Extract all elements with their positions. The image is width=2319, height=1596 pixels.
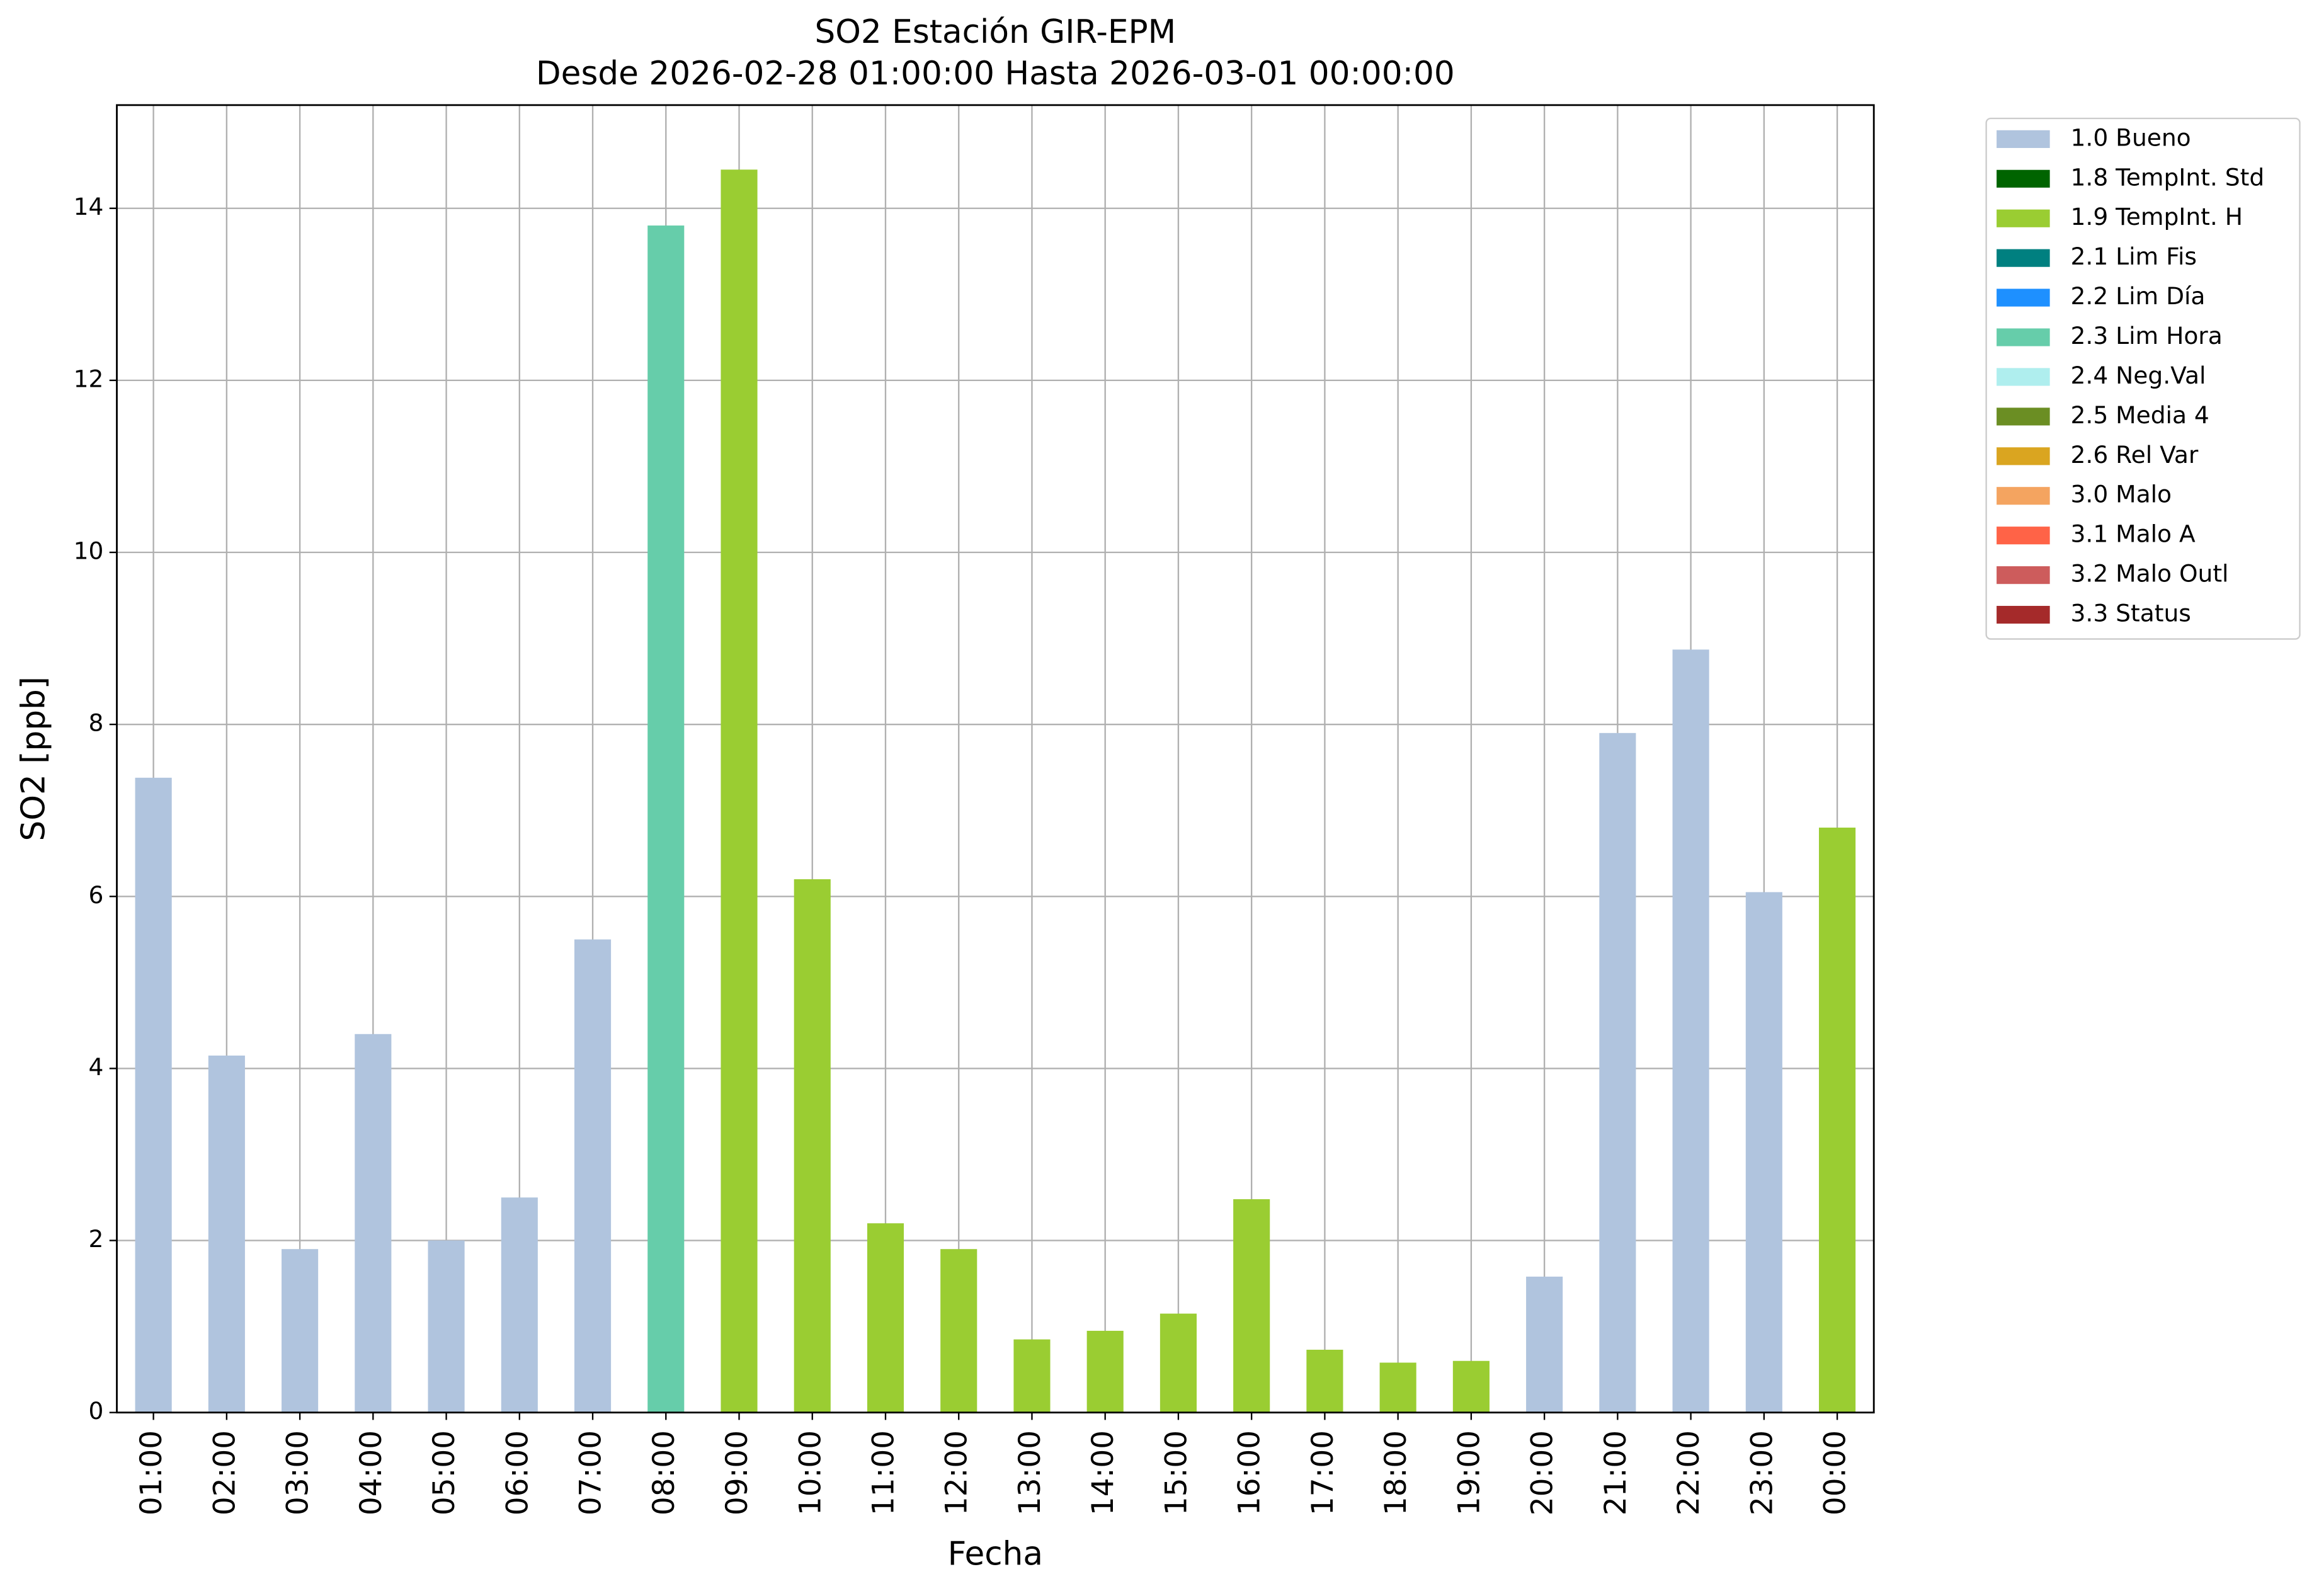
legend-swatch [1997, 130, 2050, 148]
chart-title: SO2 Estación GIR-EPM [814, 13, 1176, 51]
legend-swatch [1997, 527, 2050, 545]
x-tick-label: 03:00 [281, 1430, 316, 1515]
bar [1745, 892, 1782, 1413]
legend-box [1985, 117, 2301, 640]
y-tick-label: 0 [88, 1397, 103, 1425]
y-tick-label: 6 [88, 881, 103, 909]
y-tick-label: 12 [74, 365, 104, 392]
bar [647, 225, 685, 1413]
x-tick-label: 00:00 [1818, 1430, 1853, 1515]
bar [574, 939, 612, 1413]
x-tick-label: 02:00 [207, 1430, 242, 1515]
legend-label: 2.3 Lim Hora [2071, 322, 2223, 350]
legend-label: 3.0 Malo [2071, 481, 2172, 508]
x-tick-label: 07:00 [574, 1430, 608, 1515]
bar [282, 1249, 319, 1413]
x-tick-label: 21:00 [1598, 1430, 1633, 1515]
x-tick-label: 16:00 [1233, 1430, 1267, 1515]
legend-swatch [1997, 408, 2050, 426]
bar [1013, 1339, 1051, 1413]
legend-swatch [1997, 566, 2050, 584]
x-tick-label: 22:00 [1672, 1430, 1706, 1515]
x-tick-label: 04:00 [354, 1430, 389, 1515]
legend-label: 3.1 Malo A [2071, 520, 2196, 548]
legend-label: 2.4 Neg.Val [2071, 362, 2206, 389]
legend-label: 1.9 TempInt. H [2071, 203, 2243, 231]
axes: 0 2 4 6 8 10 12 14 01:00 02:00 03:00 04:00 05:00 06:0… [74, 104, 1875, 1515]
legend-label: 1.8 TempInt. Std [2071, 163, 2265, 191]
bars [135, 169, 1856, 1413]
legend-label: 2.6 Rel Var [2071, 441, 2199, 469]
legend-swatch [1997, 447, 2050, 465]
bar [867, 1223, 904, 1413]
bar [208, 1055, 245, 1413]
y-tick-label: 8 [88, 709, 103, 737]
x-tick-label: 10:00 [793, 1430, 828, 1515]
bar [1526, 1276, 1563, 1413]
x-tick-label: 17:00 [1306, 1430, 1340, 1515]
bar [1599, 732, 1636, 1413]
x-tick-label: 08:00 [647, 1430, 681, 1515]
bar [135, 777, 172, 1413]
bar [940, 1249, 977, 1413]
legend-label: 2.5 Media 4 [2071, 401, 2209, 429]
legend-swatch [1997, 288, 2050, 307]
bar [1306, 1349, 1343, 1413]
legend-swatch [1997, 169, 2050, 188]
plot-frame [116, 104, 1875, 1414]
y-tick-label: 14 [74, 193, 104, 220]
x-tick-label: 01:00 [134, 1430, 169, 1515]
legend-swatch [1997, 328, 2050, 346]
x-tick-label: 11:00 [866, 1430, 901, 1515]
y-tick-label: 4 [88, 1053, 103, 1081]
x-tick-label: 20:00 [1525, 1430, 1560, 1515]
legend-swatch [1997, 605, 2050, 624]
x-tick-label: 23:00 [1745, 1430, 1779, 1515]
bar [355, 1034, 392, 1413]
bar [501, 1197, 538, 1413]
x-tick-label: 18:00 [1379, 1430, 1413, 1515]
x-tick-label: 12:00 [940, 1430, 974, 1515]
x-tick-label: 05:00 [427, 1430, 462, 1515]
bar [1160, 1313, 1197, 1413]
bar [1452, 1360, 1490, 1413]
legend-label: 3.3 Status [2071, 600, 2191, 627]
bar [1672, 649, 1709, 1413]
y-tick-label: 10 [74, 537, 104, 565]
legend-swatch [1997, 209, 2050, 227]
x-tick-label: 13:00 [1013, 1430, 1047, 1515]
x-tick-label: 15:00 [1159, 1430, 1194, 1515]
legend-label: 2.2 Lim Día [2071, 282, 2206, 310]
x-axis-label: Fecha [948, 1535, 1043, 1573]
legend-label: 3.2 Malo Outl [2071, 560, 2229, 588]
legend-swatch [1997, 368, 2050, 386]
x-tick-label: 09:00 [720, 1430, 755, 1515]
bar [1086, 1330, 1124, 1413]
y-tick-label: 2 [88, 1225, 103, 1253]
legend-label: 1.0 Bueno [2071, 123, 2191, 151]
x-tick-label: 06:00 [500, 1430, 535, 1515]
chart-subtitle: Desde 2026-02-28 01:00:00 Hasta 2026-03-… [536, 55, 1455, 93]
legend-swatch [1997, 487, 2050, 505]
legend: 1.0 Bueno 1.8 TempInt. Std 1.9 TempInt. H 2… [1997, 123, 2264, 627]
x-tick-label: 19:00 [1452, 1430, 1486, 1515]
x-tick-label: 14:00 [1086, 1430, 1120, 1515]
bar [794, 879, 831, 1413]
legend-label: 2.1 Lim Fis [2071, 242, 2197, 270]
bar [1379, 1362, 1416, 1413]
bar [428, 1240, 465, 1413]
y-axis-label: SO2 [ppb] [14, 676, 52, 841]
bar [1819, 828, 1856, 1413]
legend-swatch [1997, 249, 2050, 267]
bar [721, 169, 758, 1413]
bar [1233, 1199, 1270, 1413]
